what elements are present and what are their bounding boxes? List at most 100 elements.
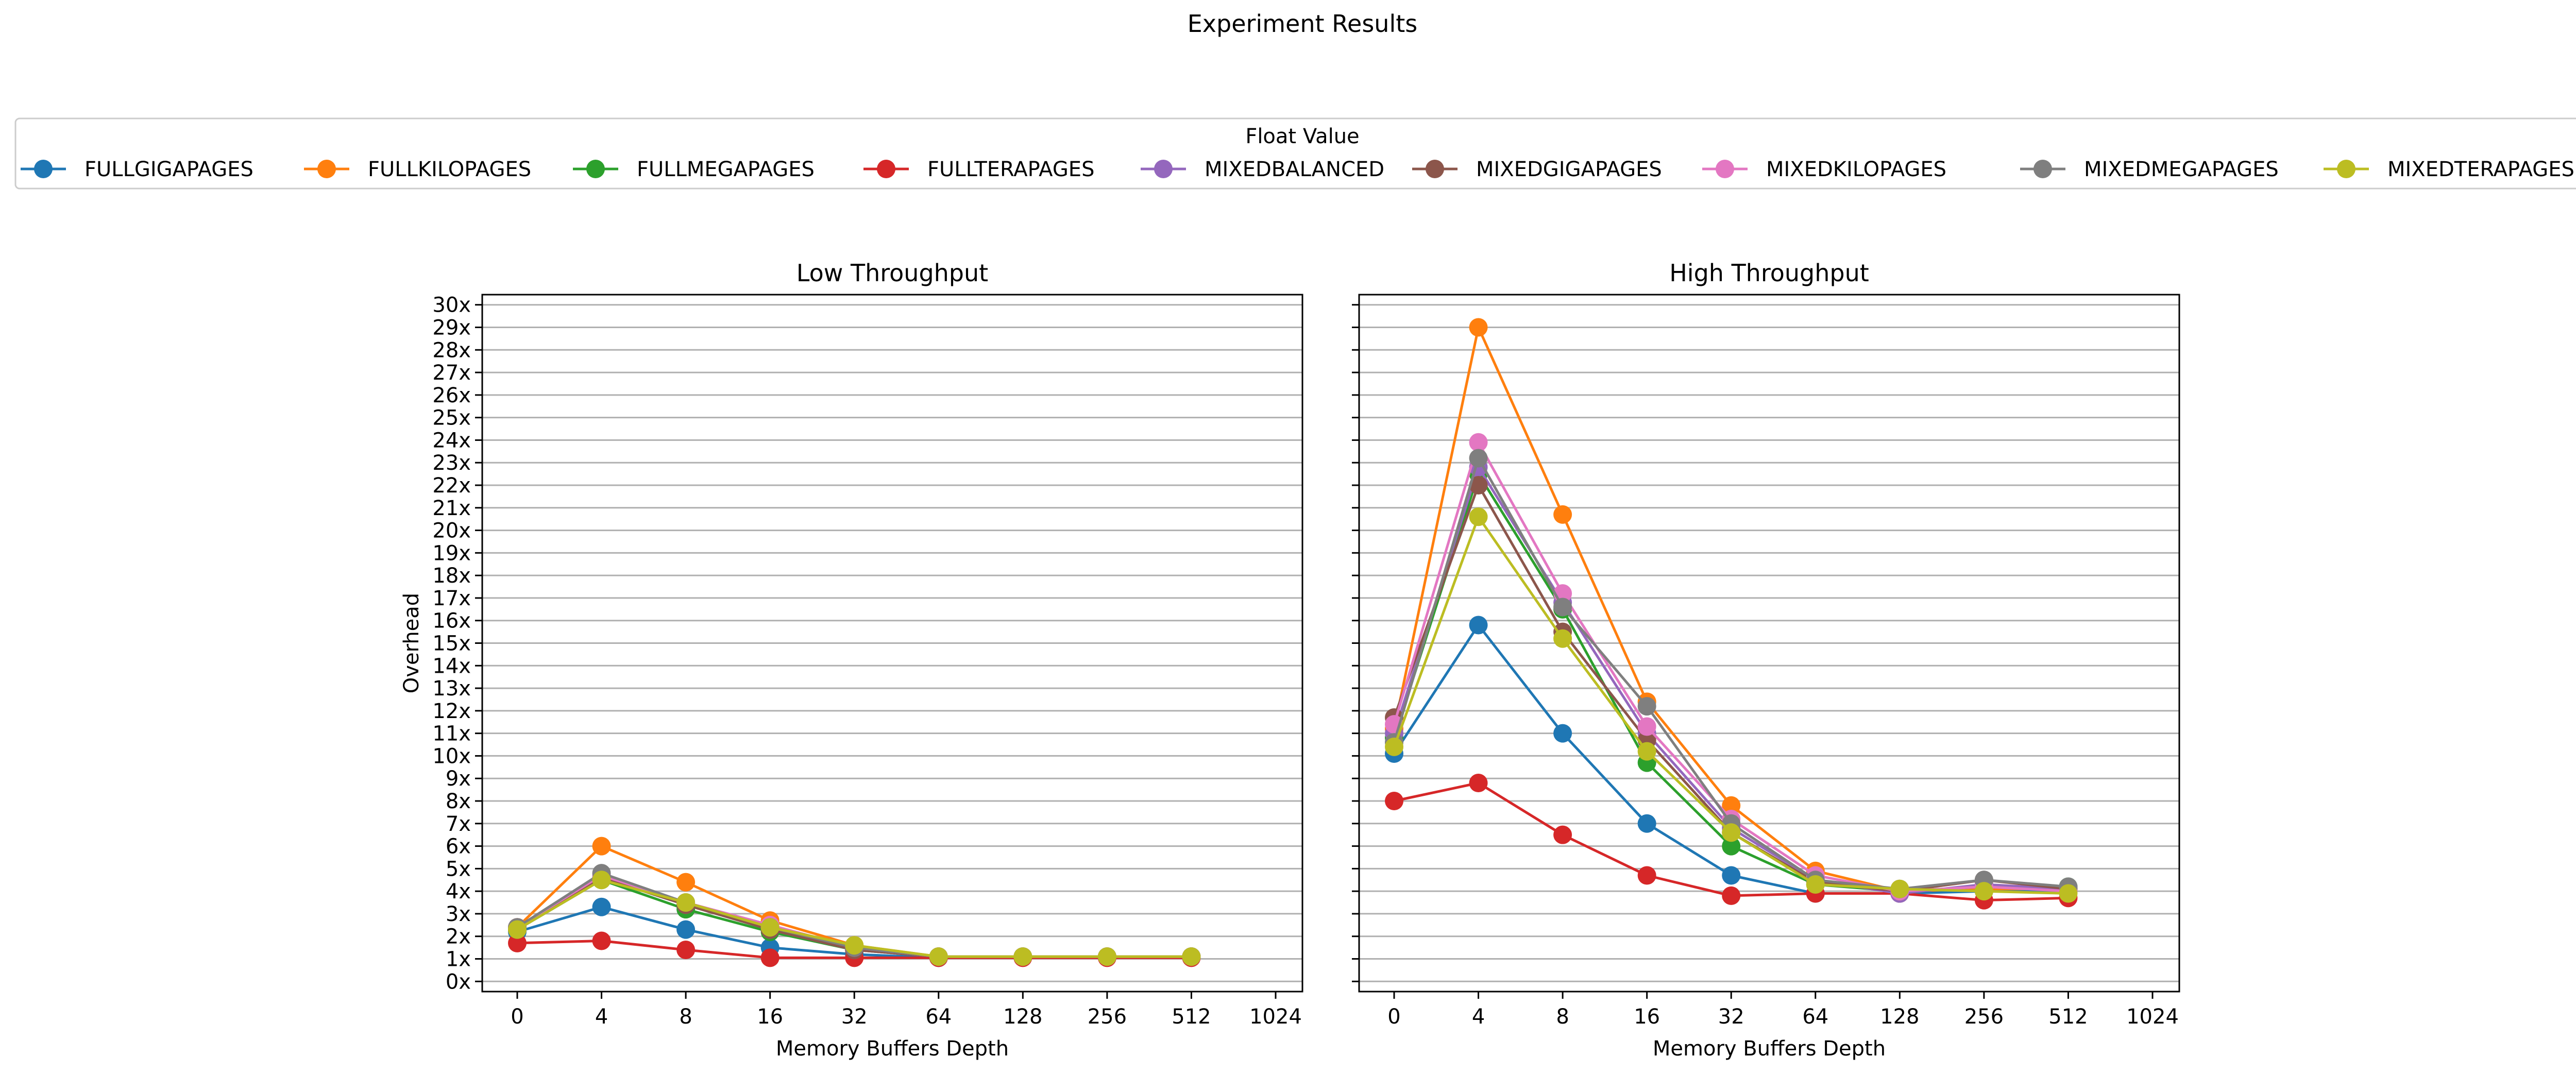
y-tick-label: 24x [432,429,471,452]
data-point [592,837,611,856]
legend-marker [1154,160,1173,178]
legend-label: FULLTERAPAGES [927,158,1094,181]
y-tick-label: 20x [432,519,471,543]
data-point [760,948,779,967]
y-tick-label: 7x [446,812,471,836]
y-tick-label: 4x [446,880,471,903]
x-tick-label: 64 [925,1005,952,1029]
legend-label: MIXEDBALANCED [1205,158,1384,181]
y-tick-label: 22x [432,474,471,498]
y-tick-label: 0x [446,970,471,994]
data-point [929,947,948,966]
panel-low-throughput: 0x1x2x3x4x5x6x7x8x9x10x11x12x13x14x15x16… [400,259,1303,1061]
data-point [1637,697,1656,716]
legend-item-mixedgigapages: MIXEDGIGAPAGES [1412,158,1662,181]
x-tick-label: 256 [1964,1005,2004,1029]
data-point [592,871,611,890]
y-axis-label: Overhead [400,593,423,693]
data-point [508,920,527,939]
legend-marker [34,160,53,178]
y-tick-label: 11x [432,722,471,746]
y-tick-label: 15x [432,632,471,656]
legend-item-mixedterapages: MIXEDTERAPAGES [2324,158,2574,181]
data-point [1722,796,1741,815]
y-tick-label: 13x [432,677,471,701]
figure-title: Experiment Results [1188,10,1418,38]
x-tick-label: 512 [1172,1005,1211,1029]
panel-high-throughput: 0 4 8 16 32 64 128 256 512 1024 High Throughput Mem… [1352,259,2180,1061]
y-tick-label: 5x [446,857,471,881]
data-point [1469,616,1488,635]
x-tick-label: 1024 [2126,1005,2179,1029]
x-tick-label: 8 [1556,1005,1569,1029]
data-point [676,873,696,892]
axes-frame [1358,294,2180,993]
x-tick-label: 8 [679,1005,692,1029]
legend-marker [1426,160,1444,178]
legend-label: FULLMEGAPAGES [637,158,815,181]
axes-frame [481,294,1303,993]
y-tick-label: 16x [432,609,471,633]
legend-item-mixedkilopages: MIXEDKILOPAGES [1702,158,1946,181]
chart-panels: 0x1x2x3x4x5x6x7x8x9x10x11x12x13x14x15x16… [400,259,2180,1061]
x-tick-label: 512 [2048,1005,2088,1029]
legend-title: Float Value [1245,125,1359,148]
x-tick-label: 32 [841,1005,868,1029]
series-mixedterapages [508,871,1201,966]
x-tick-label: 16 [757,1005,783,1029]
y-tick-label: 25x [432,406,471,430]
data-point [760,918,779,937]
data-point [1385,737,1403,756]
legend-marker [877,160,895,178]
x-tick-label: 0 [1387,1005,1400,1029]
data-point [1637,866,1656,885]
panel-title: Low Throughput [796,259,988,287]
y-tick-label: 6x [446,835,471,859]
x-tick-label: 128 [1880,1005,1919,1029]
legend-frame [14,117,2576,190]
y-tick-label: 23x [432,451,471,475]
data-point [1553,629,1572,648]
data-point [1722,886,1741,905]
legend-label: FULLKILOPAGES [368,158,531,181]
legend-item-fullkilopages: FULLKILOPAGES [304,158,531,181]
legend-marker [2033,160,2052,178]
x-tick-label: 32 [1718,1005,1744,1029]
data-point [1637,717,1656,736]
data-point [1182,947,1201,966]
data-point [1722,823,1741,842]
y-tick-label: 3x [446,902,471,926]
data-point [676,940,696,959]
data-point [1553,825,1572,844]
x-tick-label: 16 [1634,1005,1660,1029]
y-tick-label: 12x [432,700,471,723]
data-point [845,936,864,955]
data-point [1806,875,1825,894]
x-axis-label: Memory Buffers Depth [776,1037,1009,1061]
x-tick-label: 4 [1472,1005,1485,1029]
y-tick-label: 10x [432,744,471,768]
x-tick-label: 64 [1802,1005,1828,1029]
y-tick-label: 21x [432,497,471,520]
y-tick-label: 28x [432,338,471,362]
legend-item-fullmegapages: FULLMEGAPAGES [573,158,815,181]
legend-label: MIXEDTERAPAGES [2387,158,2574,181]
data-point [1722,866,1741,885]
data-point [1974,882,1993,901]
data-point [1722,837,1741,856]
legend-label: MIXEDGIGAPAGES [1476,158,1662,181]
legend-label: MIXEDKILOPAGES [1766,158,1946,181]
legend-item-fullterapages: FULLTERAPAGES [863,158,1094,181]
y-tick-label: 14x [432,654,471,678]
y-tick-label: 29x [432,316,471,339]
y-tick-label: 8x [446,790,471,813]
data-point [1469,475,1488,495]
legend-item-mixedbalanced: MIXEDBALANCED [1141,158,1384,181]
y-tick-label: 30x [432,294,471,317]
series-fullgigapages [1385,616,2078,903]
legend-label: FULLGIGAPAGES [84,158,253,181]
data-point [1385,792,1403,811]
data-point [508,933,527,952]
y-tick-label: 18x [432,564,471,588]
legend-marker [2337,160,2355,178]
